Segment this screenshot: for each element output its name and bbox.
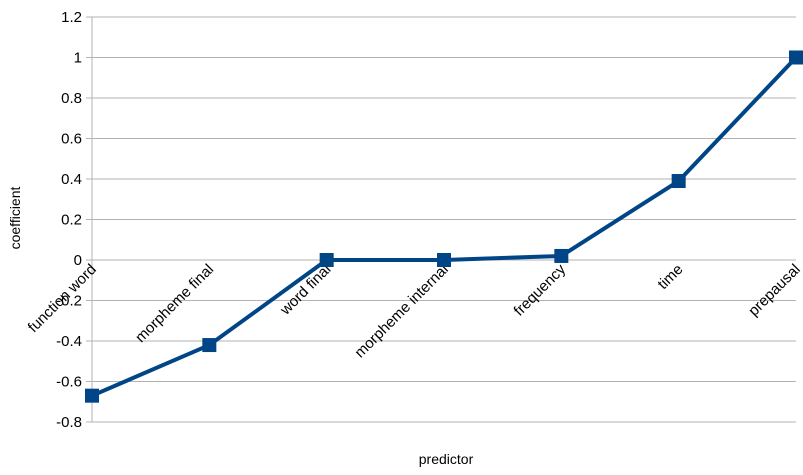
data-point-marker: [789, 50, 803, 65]
x-axis-title: predictor: [419, 451, 474, 467]
x-tick-label: morpheme internal: [351, 261, 451, 361]
y-tick-label: -0.4: [56, 333, 82, 350]
y-tick-label: 1.2: [61, 9, 82, 26]
y-tick-label: 0.8: [61, 90, 82, 107]
y-tick-labels: 1.2 1 0.8 0.6 0.4 0.2 0 -0.2 -0.4 -0.6 -0.8: [56, 9, 82, 431]
y-tick-label: -0.8: [56, 414, 82, 431]
x-tick-labels: function word morpheme final word final mor…: [25, 261, 803, 362]
x-tick-label: prepausal: [745, 261, 803, 320]
data-point-marker: [85, 388, 99, 403]
data-point-marker: [202, 338, 217, 353]
y-tick-label: -0.6: [56, 374, 82, 391]
x-tick-label: frequency: [511, 261, 570, 320]
gridlines: [86, 16, 796, 423]
y-tick-label: -0.2: [56, 293, 82, 310]
x-tick-label: morpheme final: [132, 261, 217, 346]
series-markers: [85, 50, 803, 403]
y-tick-label: 0.6: [61, 131, 82, 148]
data-point-marker: [554, 248, 569, 263]
x-tick-label: time: [654, 261, 686, 293]
y-tick-label: 1: [74, 50, 82, 67]
series-line: [91, 56, 798, 398]
y-tick-label: 0.4: [61, 171, 82, 188]
data-point-marker: [671, 174, 686, 189]
x-tick-label: function word: [25, 261, 100, 336]
y-axis-title: coefficient: [7, 186, 23, 249]
data-point-marker: [437, 253, 451, 267]
y-tick-label: 0: [74, 252, 82, 269]
series-line-path: [91, 56, 798, 398]
y-tick-label: 0.2: [61, 212, 82, 229]
data-point-marker: [319, 253, 334, 267]
